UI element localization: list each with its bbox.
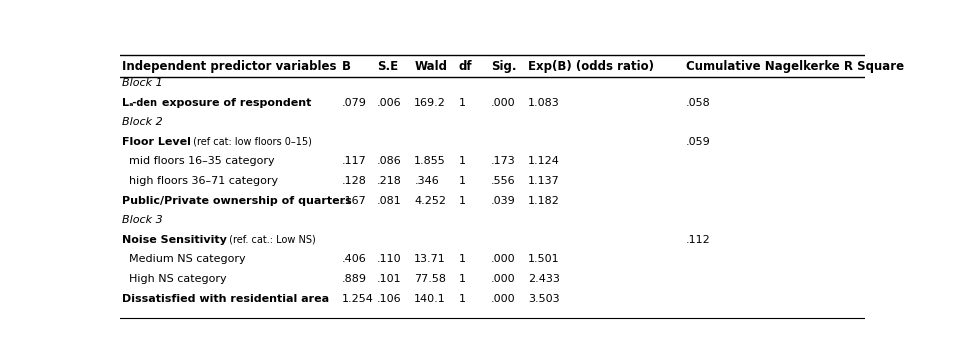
Text: Dissatisfied with residential area: Dissatisfied with residential area	[122, 294, 329, 304]
Text: .889: .889	[342, 274, 367, 284]
Text: .058: .058	[686, 98, 711, 107]
Text: B: B	[342, 60, 351, 72]
Text: .110: .110	[377, 254, 402, 265]
Text: .406: .406	[342, 254, 367, 265]
Text: df: df	[459, 60, 473, 72]
Text: S.E: S.E	[377, 60, 398, 72]
Text: Floor Level: Floor Level	[122, 137, 190, 147]
Text: 1.182: 1.182	[529, 195, 560, 206]
Text: .079: .079	[342, 98, 367, 107]
Text: (ref cat: low floors 0–15): (ref cat: low floors 0–15)	[190, 137, 312, 147]
Text: 169.2: 169.2	[414, 98, 446, 107]
Text: 2.433: 2.433	[529, 274, 560, 284]
Text: .000: .000	[491, 254, 516, 265]
Text: 1: 1	[459, 157, 466, 166]
Text: Noise Sensitivity: Noise Sensitivity	[122, 235, 227, 245]
Text: .346: .346	[414, 176, 439, 186]
Text: .167: .167	[342, 195, 367, 206]
Text: high floors 36–71 category: high floors 36–71 category	[122, 176, 278, 186]
Text: .128: .128	[342, 176, 367, 186]
Text: .556: .556	[491, 176, 516, 186]
Text: Public/Private ownership of quarters: Public/Private ownership of quarters	[122, 195, 352, 206]
Text: 1.501: 1.501	[529, 254, 560, 265]
Text: .006: .006	[377, 98, 402, 107]
Text: 4.252: 4.252	[414, 195, 446, 206]
Text: 1: 1	[459, 254, 466, 265]
Text: .059: .059	[686, 137, 711, 147]
Text: Block 1: Block 1	[122, 78, 162, 88]
Text: 13.71: 13.71	[414, 254, 446, 265]
Text: (ref. cat.: Low NS): (ref. cat.: Low NS)	[227, 235, 316, 245]
Text: .117: .117	[342, 157, 367, 166]
Text: .112: .112	[686, 235, 711, 245]
Text: Exp(B) (odds ratio): Exp(B) (odds ratio)	[529, 60, 654, 72]
Text: 1: 1	[459, 274, 466, 284]
Text: Wald: Wald	[414, 60, 447, 72]
Text: .000: .000	[491, 274, 516, 284]
Text: 1.124: 1.124	[529, 157, 560, 166]
Text: .081: .081	[377, 195, 402, 206]
Text: .218: .218	[377, 176, 402, 186]
Text: .000: .000	[491, 98, 516, 107]
Text: 3.503: 3.503	[529, 294, 560, 304]
Text: 1.855: 1.855	[414, 157, 446, 166]
Text: .086: .086	[377, 157, 402, 166]
Text: .000: .000	[491, 294, 516, 304]
Text: mid floors 16–35 category: mid floors 16–35 category	[122, 157, 274, 166]
Text: L: L	[122, 98, 129, 107]
Text: 140.1: 140.1	[414, 294, 446, 304]
Text: 1.137: 1.137	[529, 176, 560, 186]
Text: 1.083: 1.083	[529, 98, 560, 107]
Text: 1: 1	[459, 195, 466, 206]
Text: exposure of respondent: exposure of respondent	[158, 98, 311, 107]
Text: .173: .173	[491, 157, 516, 166]
Text: ₐ-den: ₐ-den	[129, 98, 158, 107]
Text: 1.254: 1.254	[342, 294, 374, 304]
Text: Block 2: Block 2	[122, 117, 162, 127]
Text: 1: 1	[459, 294, 466, 304]
Text: Cumulative Nagelkerke R Square: Cumulative Nagelkerke R Square	[686, 60, 904, 72]
Text: Sig.: Sig.	[491, 60, 516, 72]
Text: .101: .101	[377, 274, 402, 284]
Text: Independent predictor variables: Independent predictor variables	[122, 60, 336, 72]
Text: .039: .039	[491, 195, 516, 206]
Text: 77.58: 77.58	[414, 274, 446, 284]
Text: Medium NS category: Medium NS category	[122, 254, 245, 265]
Text: .106: .106	[377, 294, 402, 304]
Text: High NS category: High NS category	[122, 274, 226, 284]
Text: 1: 1	[459, 98, 466, 107]
Text: 1: 1	[459, 176, 466, 186]
Text: Block 3: Block 3	[122, 215, 162, 225]
